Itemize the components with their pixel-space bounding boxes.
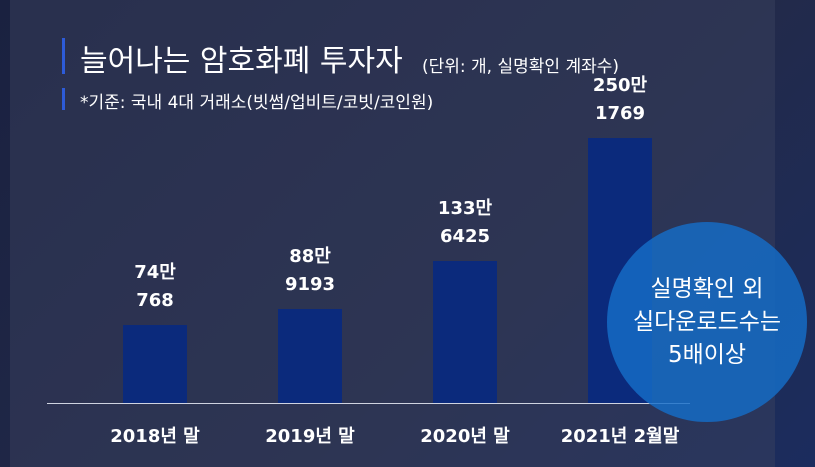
annotation-circle: 실명확인 외 실다운로드수는 5배이상 — [607, 222, 807, 422]
chart-subtitle: (단위: 개, 실명확인 계좌수) — [422, 57, 620, 77]
value-label: 133만 6425 — [437, 198, 493, 248]
annotation: 실명확인 외 실다운로드수는 5배이상 — [632, 275, 782, 368]
bar — [278, 308, 342, 403]
bar — [433, 261, 497, 403]
chart-note: *기준: 국내 4대 거래소(빗썸/업비트/코빗/코인원) — [80, 93, 434, 113]
chart-title: 늘어나는 암호화폐 투자자 — [80, 44, 403, 79]
value-label: 74만 768 — [134, 261, 176, 311]
x-tick-label: 2020년 말 — [420, 426, 510, 447]
accent-bar — [62, 38, 65, 74]
accent-bar — [62, 88, 65, 110]
x-tick-label: 2019년 말 — [265, 426, 355, 447]
value-label: 250만 1769 — [592, 75, 648, 124]
bar — [123, 324, 187, 403]
value-label: 88만 9193 — [284, 245, 336, 295]
baseline — [47, 403, 690, 404]
x-tick-label: 2018년 말 — [110, 426, 200, 447]
x-tick-label: 2021년 2월말 — [560, 426, 680, 447]
